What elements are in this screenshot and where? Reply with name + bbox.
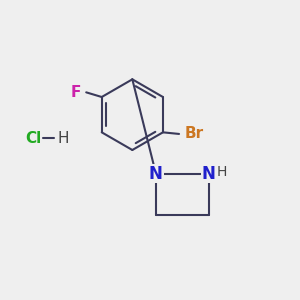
Text: H: H <box>217 165 227 179</box>
Text: Cl: Cl <box>25 131 41 146</box>
Text: H: H <box>57 131 69 146</box>
Text: N: N <box>202 165 216 183</box>
Text: Br: Br <box>184 126 203 141</box>
Text: F: F <box>70 85 81 100</box>
Text: N: N <box>149 165 163 183</box>
